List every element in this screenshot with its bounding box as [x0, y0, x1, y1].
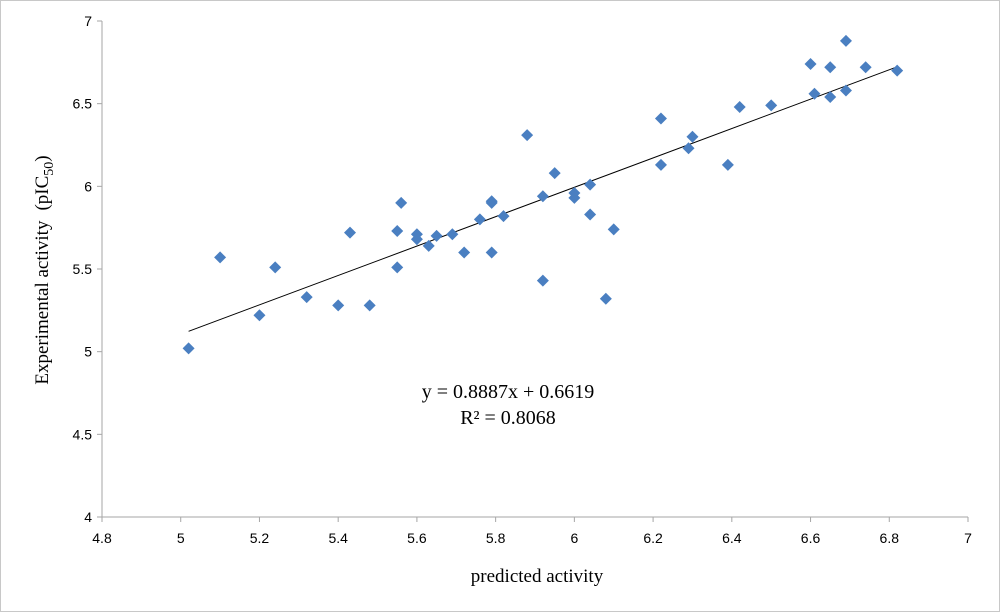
y-tick-label: 5 [84, 344, 92, 360]
data-point [808, 87, 821, 100]
data-point [458, 246, 471, 259]
data-point [485, 246, 498, 259]
data-point [584, 208, 597, 221]
data-point [253, 309, 266, 322]
data-point [521, 129, 534, 142]
data-point [686, 130, 699, 143]
y-axis-title-close: ) [32, 155, 53, 161]
data-point [824, 91, 837, 104]
data-point [536, 274, 549, 287]
data-point [891, 64, 904, 77]
x-tick-label: 5 [177, 530, 185, 546]
data-point [343, 226, 356, 239]
y-tick-label: 5.5 [73, 261, 93, 277]
regression-equation: y = 0.8887x + 0.6619 [422, 381, 595, 403]
data-point [363, 299, 376, 312]
x-tick-label: 6.8 [880, 530, 900, 546]
data-point [654, 158, 667, 171]
data-point [859, 61, 872, 74]
data-point [391, 224, 404, 237]
data-point [182, 342, 195, 355]
y-tick-label: 6 [84, 178, 92, 194]
data-point [410, 233, 423, 246]
x-tick-group: 4.8 5 5.2 5.4 5.6 5.8 6 6.2 6.4 6.6 6.8 7 [92, 517, 972, 546]
data-point [824, 61, 837, 74]
x-tick-label: 6 [570, 530, 578, 546]
data-point [839, 34, 852, 47]
data-points [182, 34, 904, 355]
data-point [214, 251, 227, 264]
y-axis-title: Experimental activity (pIC50) [32, 155, 57, 384]
data-point [395, 196, 408, 209]
data-point [422, 239, 435, 252]
x-tick-label: 6.4 [722, 530, 742, 546]
x-tick-label: 7 [964, 530, 972, 546]
data-point [584, 178, 597, 191]
data-point [536, 190, 549, 203]
x-tick-label: 5.4 [328, 530, 348, 546]
data-point [733, 100, 746, 113]
data-point [446, 228, 459, 241]
y-axis-title-main: Experimental activity [32, 220, 53, 385]
x-tick-label: 6.2 [643, 530, 663, 546]
data-point [430, 229, 443, 242]
x-axis-title: predicted activity [471, 566, 604, 587]
data-point [839, 84, 852, 97]
data-point [607, 223, 620, 236]
y-tick-label: 6.5 [73, 96, 93, 112]
data-point [765, 99, 778, 112]
data-point [599, 292, 612, 305]
data-point [473, 213, 486, 226]
y-tick-label: 4.5 [73, 426, 93, 442]
data-point [391, 261, 404, 274]
data-point [804, 57, 817, 70]
data-point [682, 142, 695, 155]
x-tick-label: 4.8 [92, 530, 112, 546]
data-point [300, 291, 313, 304]
y-tick-label: 7 [84, 13, 92, 29]
y-axis-title-unit: (pIC [32, 176, 53, 211]
data-point [548, 167, 561, 180]
r-squared-label: R² = 0.8068 [460, 407, 556, 429]
data-point [332, 299, 345, 312]
data-point [269, 261, 282, 274]
axes [101, 21, 968, 518]
y-tick-group: 4 4.5 5 5.5 6 6.5 7 [73, 13, 102, 525]
y-tick-label: 4 [84, 509, 92, 525]
data-point [654, 112, 667, 125]
data-point [721, 158, 734, 171]
x-tick-label: 5.8 [486, 530, 506, 546]
data-point [497, 210, 510, 223]
y-axis-title-subscript: 50 [42, 162, 57, 176]
x-tick-label: 6.6 [801, 530, 821, 546]
data-point [568, 191, 581, 204]
x-tick-label: 5.2 [250, 530, 270, 546]
data-point [485, 196, 498, 209]
x-tick-label: 5.6 [407, 530, 427, 546]
